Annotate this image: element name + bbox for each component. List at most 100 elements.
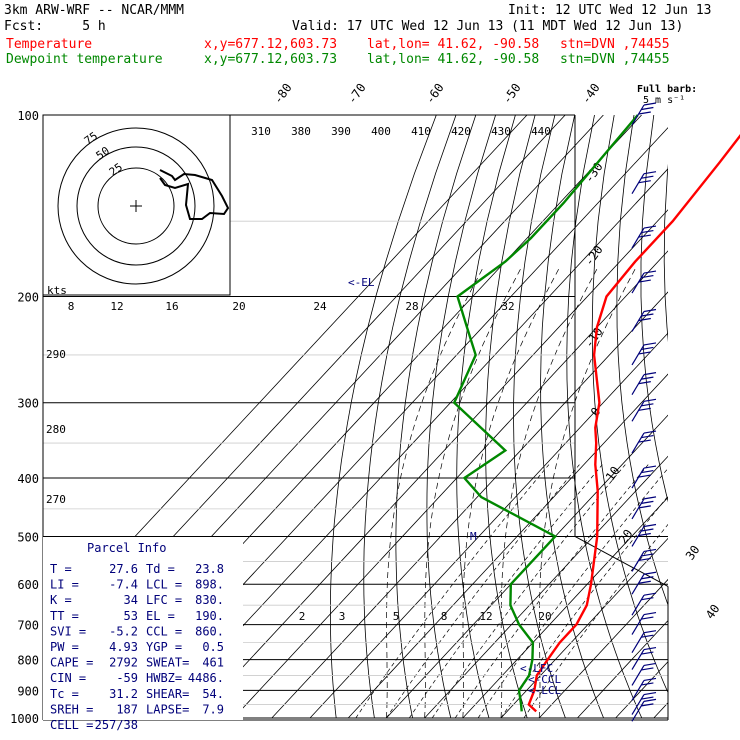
parcel-row-key: LI = [50,578,79,592]
moist-adiabat-line [386,268,483,719]
wind-barb-flag [641,469,654,474]
isotherm-label: -10 [582,325,606,351]
hodograph-ring-label: 25 [107,161,125,179]
mixing-ratio-label: 8 [68,300,75,313]
isotherm-label: -50 [500,81,524,107]
parcel-row-value: -7.4 [109,578,138,592]
wind-barb [631,677,657,701]
theta-label: 410 [411,125,431,138]
wind-barb-flag [643,646,657,651]
dewpoint-legend: Dewpoint temperature [6,52,163,67]
wind-barb-staff [631,344,645,366]
dry-adiabat-line [709,115,740,718]
parcel-row-value: 2792 [109,656,138,670]
wind-barb-flag [641,376,654,380]
mixing-ratio-line [477,467,668,719]
mixing-ratio-line [386,464,580,719]
wind-barb-staff [631,173,645,195]
parcel-row-key: SVI = [50,624,86,638]
dry-adiabat-line [566,115,643,719]
mixing-ratio-label-lower: 2 [299,610,306,623]
hodograph-kts-label: kts [47,284,67,297]
parcel-row-key: CELL = [50,718,93,732]
parcel-row-key: TT = [50,609,79,623]
moist-adiabat-line [462,268,560,719]
isotherm-line [233,250,668,719]
temperature-latlon: lat,lon= 41.62, -90.58 [367,37,540,52]
moist-adiabat-line [424,268,521,719]
parcel-row-key2: LFC = [146,593,182,607]
wind-barb [631,548,657,572]
wind-barb-flag [643,523,657,528]
pressure-tick-label: 400 [17,472,39,486]
dewpoint-station: stn=DVN ,74455 [560,52,670,67]
parcel-row-key: Tc = [50,687,79,701]
wind-barb [631,102,657,126]
parcel-row-value: 53 [124,609,138,623]
mixing-ratio-label: 20 [232,300,245,313]
wind-barb-flag [641,346,654,351]
isotherm-line [538,578,668,719]
wind-barb-staff [631,104,645,126]
mixing-marker: M [470,530,477,543]
wind-barb [631,496,657,520]
wind-barb [631,646,657,670]
isotherm-label: 40 [703,602,723,622]
adiabat-left-label: 270 [46,493,66,506]
pressure-tick-label: 600 [17,578,39,592]
mixing-ratio-label-lower: 8 [441,610,448,623]
wind-barb-flag [643,430,657,434]
wind-barb-flag [643,698,657,702]
wind-barb-flag [641,500,654,504]
wind-barb-flag [641,597,654,601]
wind-barb-flag [641,175,654,179]
mixing-ratio-line [431,464,626,719]
model-title: 3km ARW-WRF -- NCAR/MMM [4,3,185,18]
wind-barb-flag [641,667,654,671]
wind-barb-flag [638,505,651,509]
mixing-ratio-label: 24 [313,300,327,313]
wind-barb-flag [641,696,654,700]
parcel-row-value2: 54. [202,687,224,701]
wind-barb-flag [643,662,657,667]
wind-barb-staff [631,573,645,595]
parcel-row-value: 31.2 [109,687,138,701]
isotherm-line [577,619,668,719]
parcel-row-value2: 898. [195,578,224,592]
parcel-row-value2: 860. [195,624,224,638]
wind-barb-flag [641,106,654,111]
dry-adiabat-line [663,163,668,343]
wind-barb-flag [638,580,651,584]
theta-label: 310 [251,125,271,138]
pressure-tick-label: 800 [17,654,39,668]
wind-barb [631,171,657,195]
hodograph [42,114,231,296]
hodograph-ring-label: 50 [94,144,112,162]
barb-legend-line1: Full barb: [637,84,697,95]
wind-barb-staff [631,614,645,635]
wind-barb-flag [643,612,657,616]
dewpoint-profile [452,114,639,712]
temperature-legend: Temperature [6,37,93,52]
valid-time: Valid: 17 UTC Wed 12 Jun 13 (11 MDT Wed … [292,19,684,34]
dry-adiabat-line [485,115,536,719]
isotherm-label: 10 [603,464,623,484]
wind-barb-flag [643,308,657,313]
dry-adiabat-line [687,115,740,718]
parcel-row-value: 4.93 [109,640,138,654]
pressure-tick-label: 700 [17,619,39,633]
wind-barb-flag [643,630,657,634]
parcel-row-value: 34 [124,593,138,607]
wind-barb-flag [643,171,657,175]
wind-barb-flag [643,691,657,696]
moist-adiabat-line [538,268,636,719]
hodograph-ring [76,146,196,266]
pressure-tick-label: 300 [17,397,39,411]
parcel-row-key2: LAPSE= [146,702,189,716]
moist-adiabat-line [500,268,598,719]
dry-adiabat-line [395,115,477,719]
wind-barb [631,571,657,595]
wind-barb-staff [631,400,645,422]
hodograph-ring [97,167,175,245]
